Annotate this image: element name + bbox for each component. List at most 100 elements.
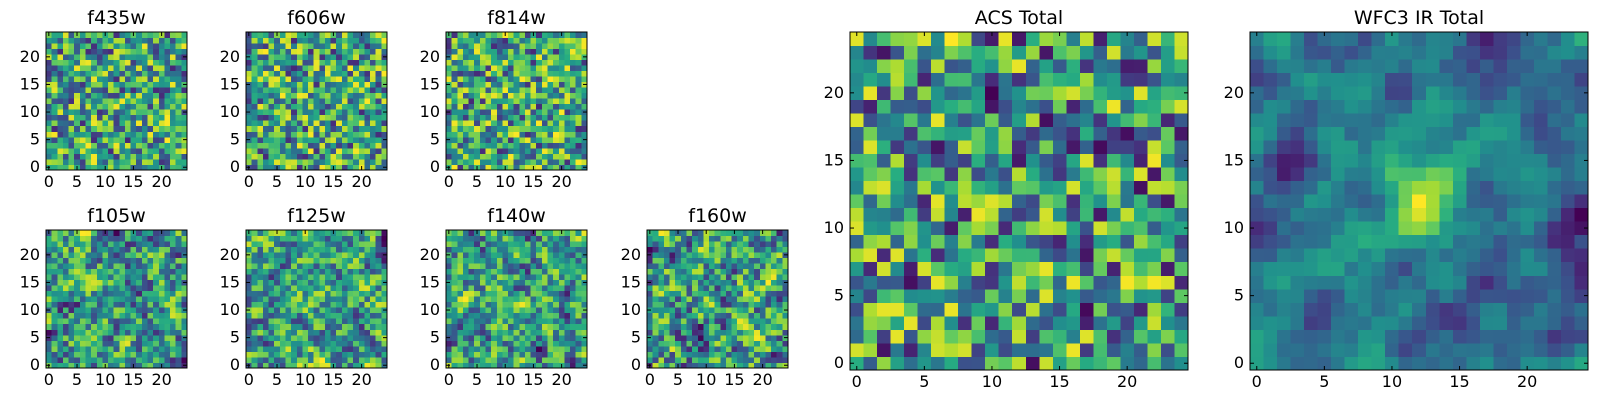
heatmap-cell	[296, 268, 303, 275]
heatmap-cell	[319, 37, 326, 44]
heatmap-cell	[96, 312, 103, 319]
heatmap-cell	[451, 230, 458, 236]
heatmap-cell	[985, 194, 1000, 209]
heatmap-cell	[581, 32, 588, 38]
heatmap-cell	[279, 329, 286, 336]
heatmap-cell	[324, 37, 331, 44]
heatmap-cell	[302, 153, 309, 160]
heatmap-cell	[1133, 302, 1148, 317]
heatmap-cell	[725, 307, 732, 314]
heatmap-cell	[308, 43, 315, 49]
heatmap-cell	[547, 81, 554, 88]
heatmap-cell	[553, 98, 560, 105]
heatmap-cell	[291, 103, 298, 110]
heatmap-cell	[341, 274, 348, 281]
heatmap-cell	[496, 329, 503, 336]
heatmap-cell	[158, 153, 165, 160]
heatmap-cell	[51, 76, 58, 83]
heatmap-cell	[491, 323, 498, 330]
heatmap-cell	[530, 153, 537, 160]
heatmap-cell	[748, 252, 755, 258]
heatmap-cell	[703, 323, 710, 330]
heatmap-cell	[141, 59, 148, 66]
heatmap-cell	[709, 268, 716, 275]
heatmap-cell	[51, 307, 58, 314]
heatmap-cell	[558, 351, 565, 358]
heatmap-cell	[725, 252, 732, 258]
heatmap-cell	[513, 136, 520, 143]
heatmap-cell	[291, 351, 298, 358]
heatmap-cell	[536, 362, 543, 369]
heatmap-cell	[564, 109, 571, 116]
heatmap-cell	[468, 114, 475, 121]
heatmap-cell	[457, 87, 464, 94]
heatmap-cell	[479, 158, 486, 165]
heatmap-image	[446, 230, 588, 369]
heatmap-cell	[74, 296, 81, 303]
heatmap-cell	[575, 98, 582, 105]
heatmap-cell	[153, 92, 160, 99]
heatmap-cell	[553, 279, 560, 286]
heatmap-cell	[725, 340, 732, 347]
heatmap-cell	[130, 125, 137, 132]
heatmap-cell	[1106, 302, 1121, 317]
heatmap-cell	[451, 43, 458, 49]
heatmap-cell	[536, 290, 543, 297]
x-tick-label: 15	[323, 172, 343, 191]
heatmap-cell	[164, 158, 171, 165]
heatmap-cell	[1066, 248, 1081, 263]
heatmap-cell	[141, 70, 148, 77]
heatmap-cell	[175, 301, 182, 308]
heatmap-cell	[257, 246, 264, 253]
heatmap-cell	[370, 142, 377, 149]
heatmap-cell	[274, 109, 281, 116]
heatmap-cell	[147, 263, 154, 270]
heatmap-cell	[686, 279, 693, 286]
heatmap-cell	[181, 301, 188, 308]
heatmap-cell	[647, 312, 654, 319]
heatmap-cell	[302, 246, 309, 253]
heatmap-cell	[759, 285, 766, 292]
heatmap-cell	[581, 345, 588, 352]
heatmap-cell	[46, 246, 53, 253]
heatmap-cell	[262, 87, 269, 94]
heatmap-cell	[375, 59, 382, 66]
heatmap-cell	[347, 235, 354, 242]
heatmap-cell	[502, 158, 509, 165]
heatmap-cell	[158, 103, 165, 110]
heatmap-cell	[1052, 342, 1067, 357]
heatmap-cell	[175, 153, 182, 160]
heatmap-cell	[496, 65, 503, 72]
heatmap-cell	[1052, 167, 1067, 182]
heatmap-cell	[175, 98, 182, 105]
heatmap-cell	[124, 92, 131, 99]
heatmap-cell	[652, 301, 659, 308]
heatmap-cell	[319, 230, 326, 236]
heatmap-cell	[370, 43, 377, 49]
axes-frame	[245, 31, 388, 171]
heatmap-cell	[147, 351, 154, 358]
heatmap-cell	[669, 257, 676, 264]
heatmap-cell	[113, 136, 120, 143]
heatmap-cell	[658, 230, 665, 236]
heatmap-cell	[754, 285, 761, 292]
heatmap-cell	[170, 147, 177, 154]
heatmap-cell	[153, 257, 160, 264]
heatmap-cell	[776, 329, 783, 336]
heatmap-cell	[124, 76, 131, 83]
heatmap-cell	[319, 268, 326, 275]
heatmap-cell	[686, 323, 693, 330]
heatmap-cell	[158, 296, 165, 303]
heatmap-cell	[136, 241, 143, 247]
heatmap-cell	[479, 125, 486, 132]
heatmap-cell	[720, 285, 727, 292]
heatmap-cell	[737, 351, 744, 358]
heatmap-cell	[313, 329, 320, 336]
heatmap-cell	[524, 235, 531, 242]
heatmap-cell	[457, 48, 464, 55]
heatmap-cell	[136, 246, 143, 253]
heatmap-cell	[74, 329, 81, 336]
heatmap-cell	[553, 340, 560, 347]
heatmap-cell	[541, 37, 548, 44]
heatmap-cell	[296, 48, 303, 55]
